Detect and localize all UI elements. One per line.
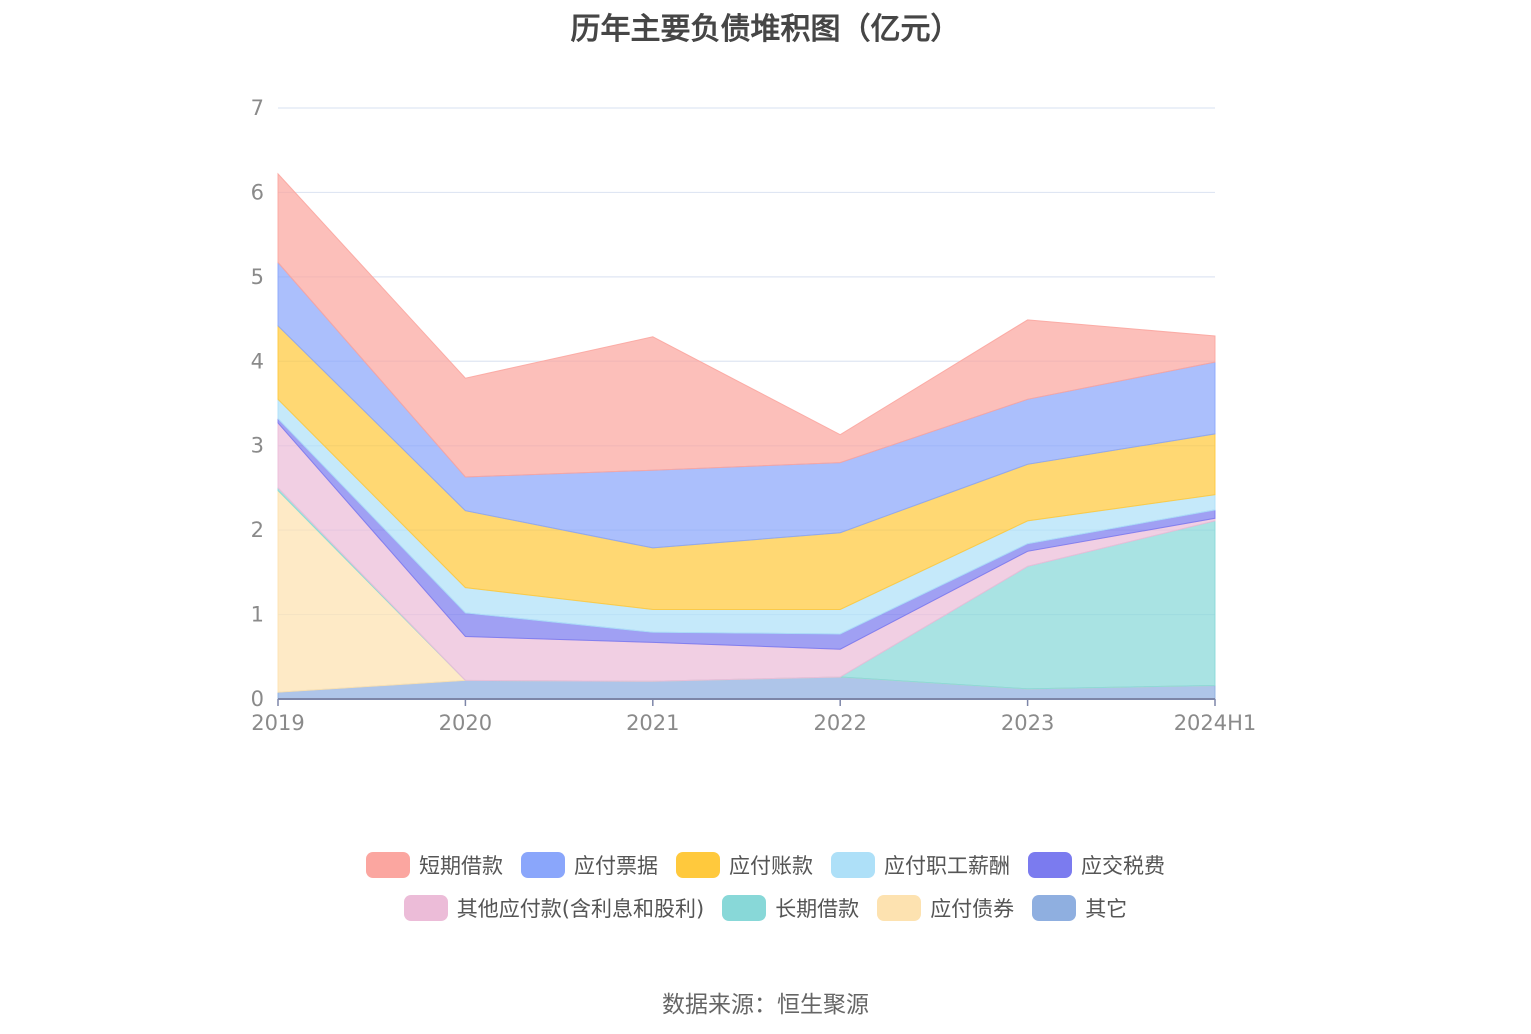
legend-swatch — [676, 852, 720, 878]
legend-label: 应付票据 — [574, 854, 658, 878]
legend: 短期借款 应付票据 应付账款 应付职工薪酬 应交税费 其他应付款(含利息和股利) 长期借款… — [0, 850, 1531, 936]
legend-label: 应付职工薪酬 — [884, 854, 1010, 878]
legend-label: 长期借款 — [775, 897, 860, 921]
stacked-area-chart: 0 1 2 3 4 5 6 7 2019 2020 2021 2022 2023 2024H1 — [251, 96, 1257, 735]
legend-swatch — [831, 852, 875, 878]
y-tick-label: 2 — [251, 518, 264, 542]
legend-label: 应付账款 — [729, 854, 813, 878]
legend-swatch — [521, 852, 565, 878]
legend-item[interactable]: 应付账款 — [676, 850, 813, 880]
y-tick-label: 1 — [251, 603, 264, 627]
axes: 0 1 2 3 4 5 6 7 2019 2020 2021 2022 2023 2024H1 — [251, 96, 1257, 735]
legend-row: 其他应付款(含利息和股利) 长期借款 应付债券 其它 — [0, 893, 1531, 923]
legend-label: 短期借款 — [419, 854, 503, 878]
legend-item[interactable]: 其他应付款(含利息和股利) — [403, 893, 705, 923]
chart-title: 历年主要负债堆积图（亿元） — [570, 12, 961, 47]
legend-swatch — [403, 895, 448, 921]
legend-item[interactable]: 应交税费 — [1028, 850, 1165, 880]
legend-swatch — [1028, 852, 1072, 878]
legend-item[interactable]: 应付职工薪酬 — [831, 850, 1010, 880]
legend-row: 短期借款 应付票据 应付账款 应付职工薪酬 应交税费 — [0, 850, 1531, 880]
x-tick-label: 2019 — [251, 711, 304, 735]
x-tick-label: 2024H1 — [1174, 711, 1257, 735]
data-source: 数据来源：恒生聚源 — [662, 992, 869, 1018]
x-tick-label: 2021 — [626, 711, 679, 735]
y-tick-label: 7 — [251, 96, 264, 120]
legend-label: 应交税费 — [1081, 854, 1165, 878]
legend-item[interactable]: 其它 — [1032, 893, 1127, 923]
x-tick-label: 2020 — [439, 711, 492, 735]
legend-label: 应付债券 — [930, 897, 1015, 921]
y-tick-label: 4 — [251, 349, 264, 373]
legend-swatch — [1032, 895, 1077, 921]
y-tick-label: 3 — [251, 434, 264, 458]
x-tick-label: 2022 — [813, 711, 866, 735]
legend-item[interactable]: 短期借款 — [366, 850, 503, 880]
legend-item[interactable]: 应付债券 — [877, 893, 1014, 923]
x-tick-label: 2023 — [1001, 711, 1054, 735]
area-series — [277, 172, 1216, 700]
legend-swatch — [366, 852, 410, 878]
legend-item[interactable]: 长期借款 — [722, 893, 859, 923]
y-tick-label: 0 — [251, 687, 264, 711]
area-短期借款[interactable] — [277, 172, 1216, 478]
legend-swatch — [722, 895, 767, 921]
y-tick-label: 6 — [251, 180, 264, 204]
legend-item[interactable]: 应付票据 — [521, 850, 658, 880]
legend-swatch — [877, 895, 922, 921]
legend-label: 其他应付款(含利息和股利) — [456, 897, 705, 921]
legend-label: 其它 — [1085, 897, 1128, 921]
y-tick-label: 5 — [251, 265, 264, 289]
